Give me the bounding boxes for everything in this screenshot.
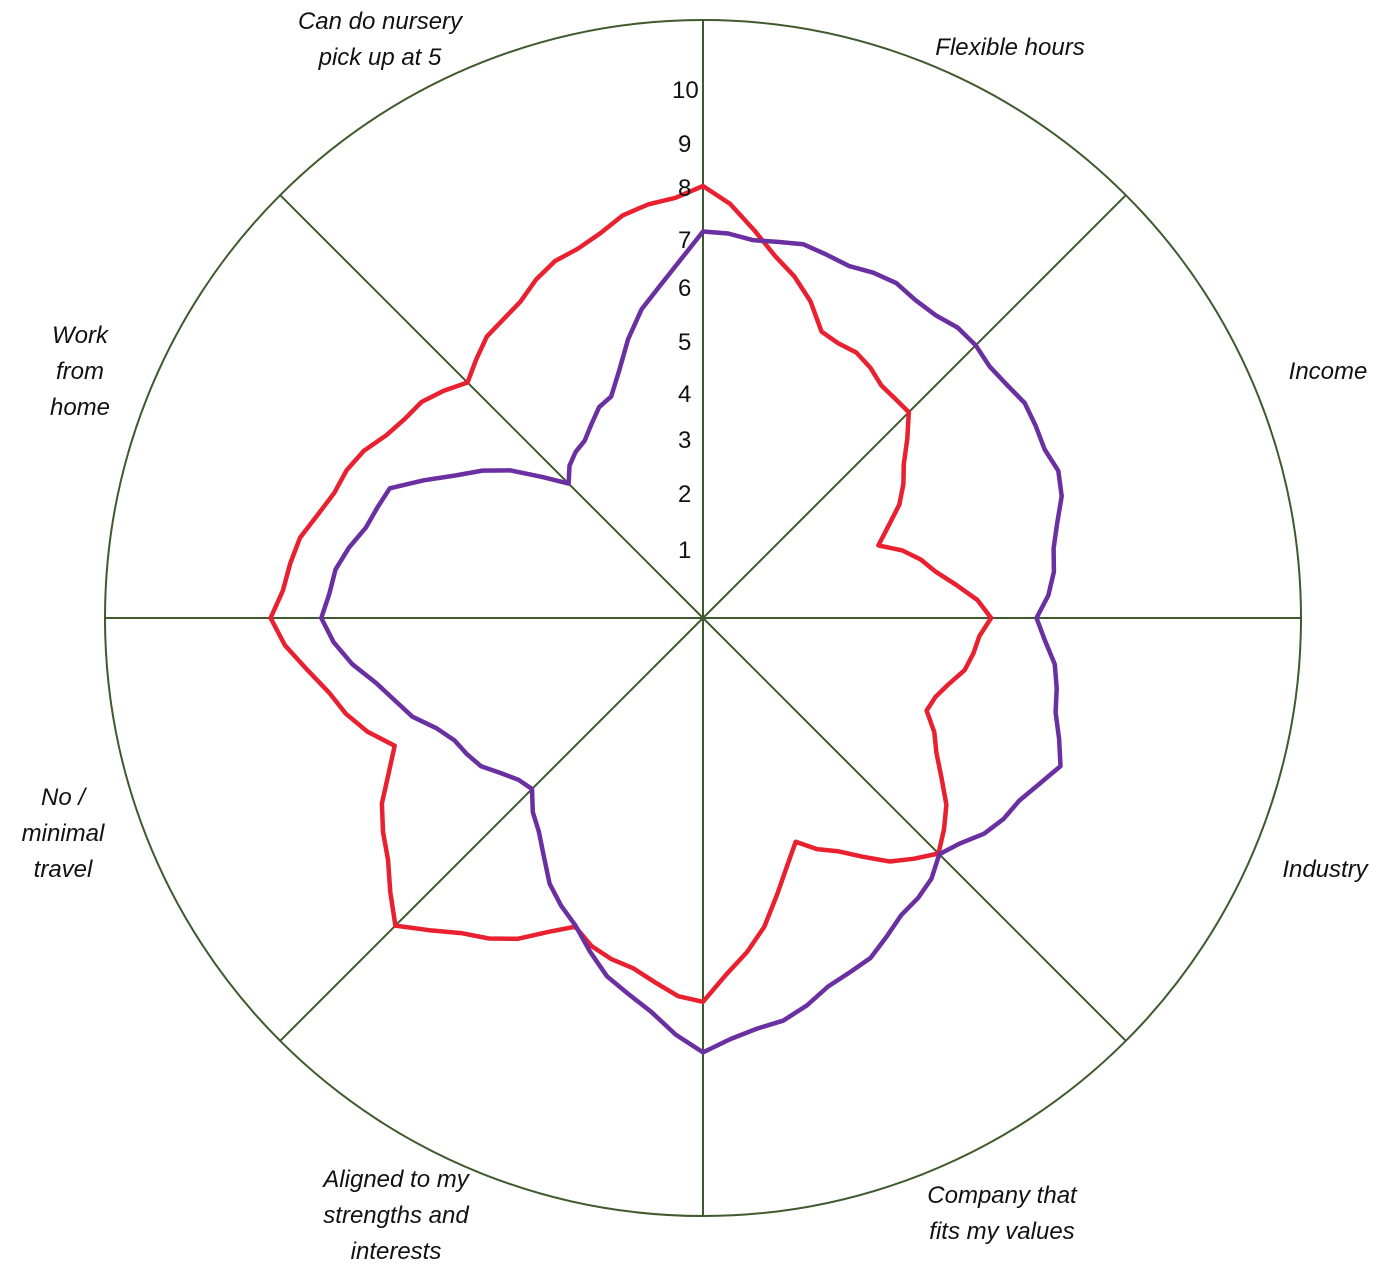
category-label-2: Income — [1289, 354, 1368, 390]
category-label-line: strengths and — [323, 1202, 469, 1229]
scale-tick-4: 4 — [678, 381, 691, 408]
category-label-line: Work — [51, 322, 108, 349]
spoke-3 — [702, 617, 1127, 1042]
scale-tick-labels: 1 2 3 4 5 6 7 8 9 10 — [672, 77, 699, 564]
scale-tick-6: 6 — [678, 275, 691, 302]
series-line-1 — [319, 229, 1064, 1055]
spoke-5 — [279, 617, 704, 1042]
category-label-line: Company that — [927, 1182, 1077, 1209]
category-label-line: pick up at 5 — [318, 44, 442, 71]
series-line-0 — [268, 183, 994, 1005]
scale-tick-9: 9 — [678, 131, 691, 158]
category-label-line: No / — [40, 784, 85, 811]
scale-tick-10: 10 — [672, 77, 699, 104]
category-label-line: Can do nursery — [297, 8, 463, 35]
chart-series — [268, 183, 1064, 1055]
scale-tick-8: 8 — [678, 175, 691, 202]
scale-tick-2: 2 — [678, 481, 691, 508]
category-label-line: fits my values — [929, 1218, 1075, 1245]
category-label-0: Can do nursery pick up at 5 — [298, 4, 462, 76]
category-label-line: Flexible hours — [935, 34, 1085, 61]
spoke-1 — [702, 194, 1127, 619]
category-label-4: Company that fits my values — [927, 1178, 1076, 1250]
category-label-1: Flexible hours — [935, 30, 1084, 66]
scale-tick-1: 1 — [678, 537, 691, 564]
category-label-6: No / minimal travel — [22, 780, 105, 888]
scale-tick-7: 7 — [678, 227, 691, 254]
chart-grid — [104, 19, 1302, 1217]
category-label-3: Industry — [1282, 852, 1367, 888]
category-label-line: Aligned to my — [323, 1166, 469, 1193]
category-label-line: Income — [1288, 358, 1368, 385]
category-label-line: Industry — [1282, 856, 1368, 883]
scale-tick-3: 3 — [678, 427, 691, 454]
category-label-7: Work from home — [50, 318, 110, 426]
scale-tick-5: 5 — [678, 329, 691, 356]
category-label-5: Aligned to my strengths and interests — [323, 1162, 468, 1270]
category-label-line: from — [55, 358, 104, 385]
spoke-7 — [279, 194, 704, 619]
category-label-line: interests — [350, 1238, 442, 1265]
category-label-line: travel — [33, 856, 93, 883]
category-label-line: home — [49, 394, 111, 421]
category-label-line: minimal — [21, 820, 105, 847]
